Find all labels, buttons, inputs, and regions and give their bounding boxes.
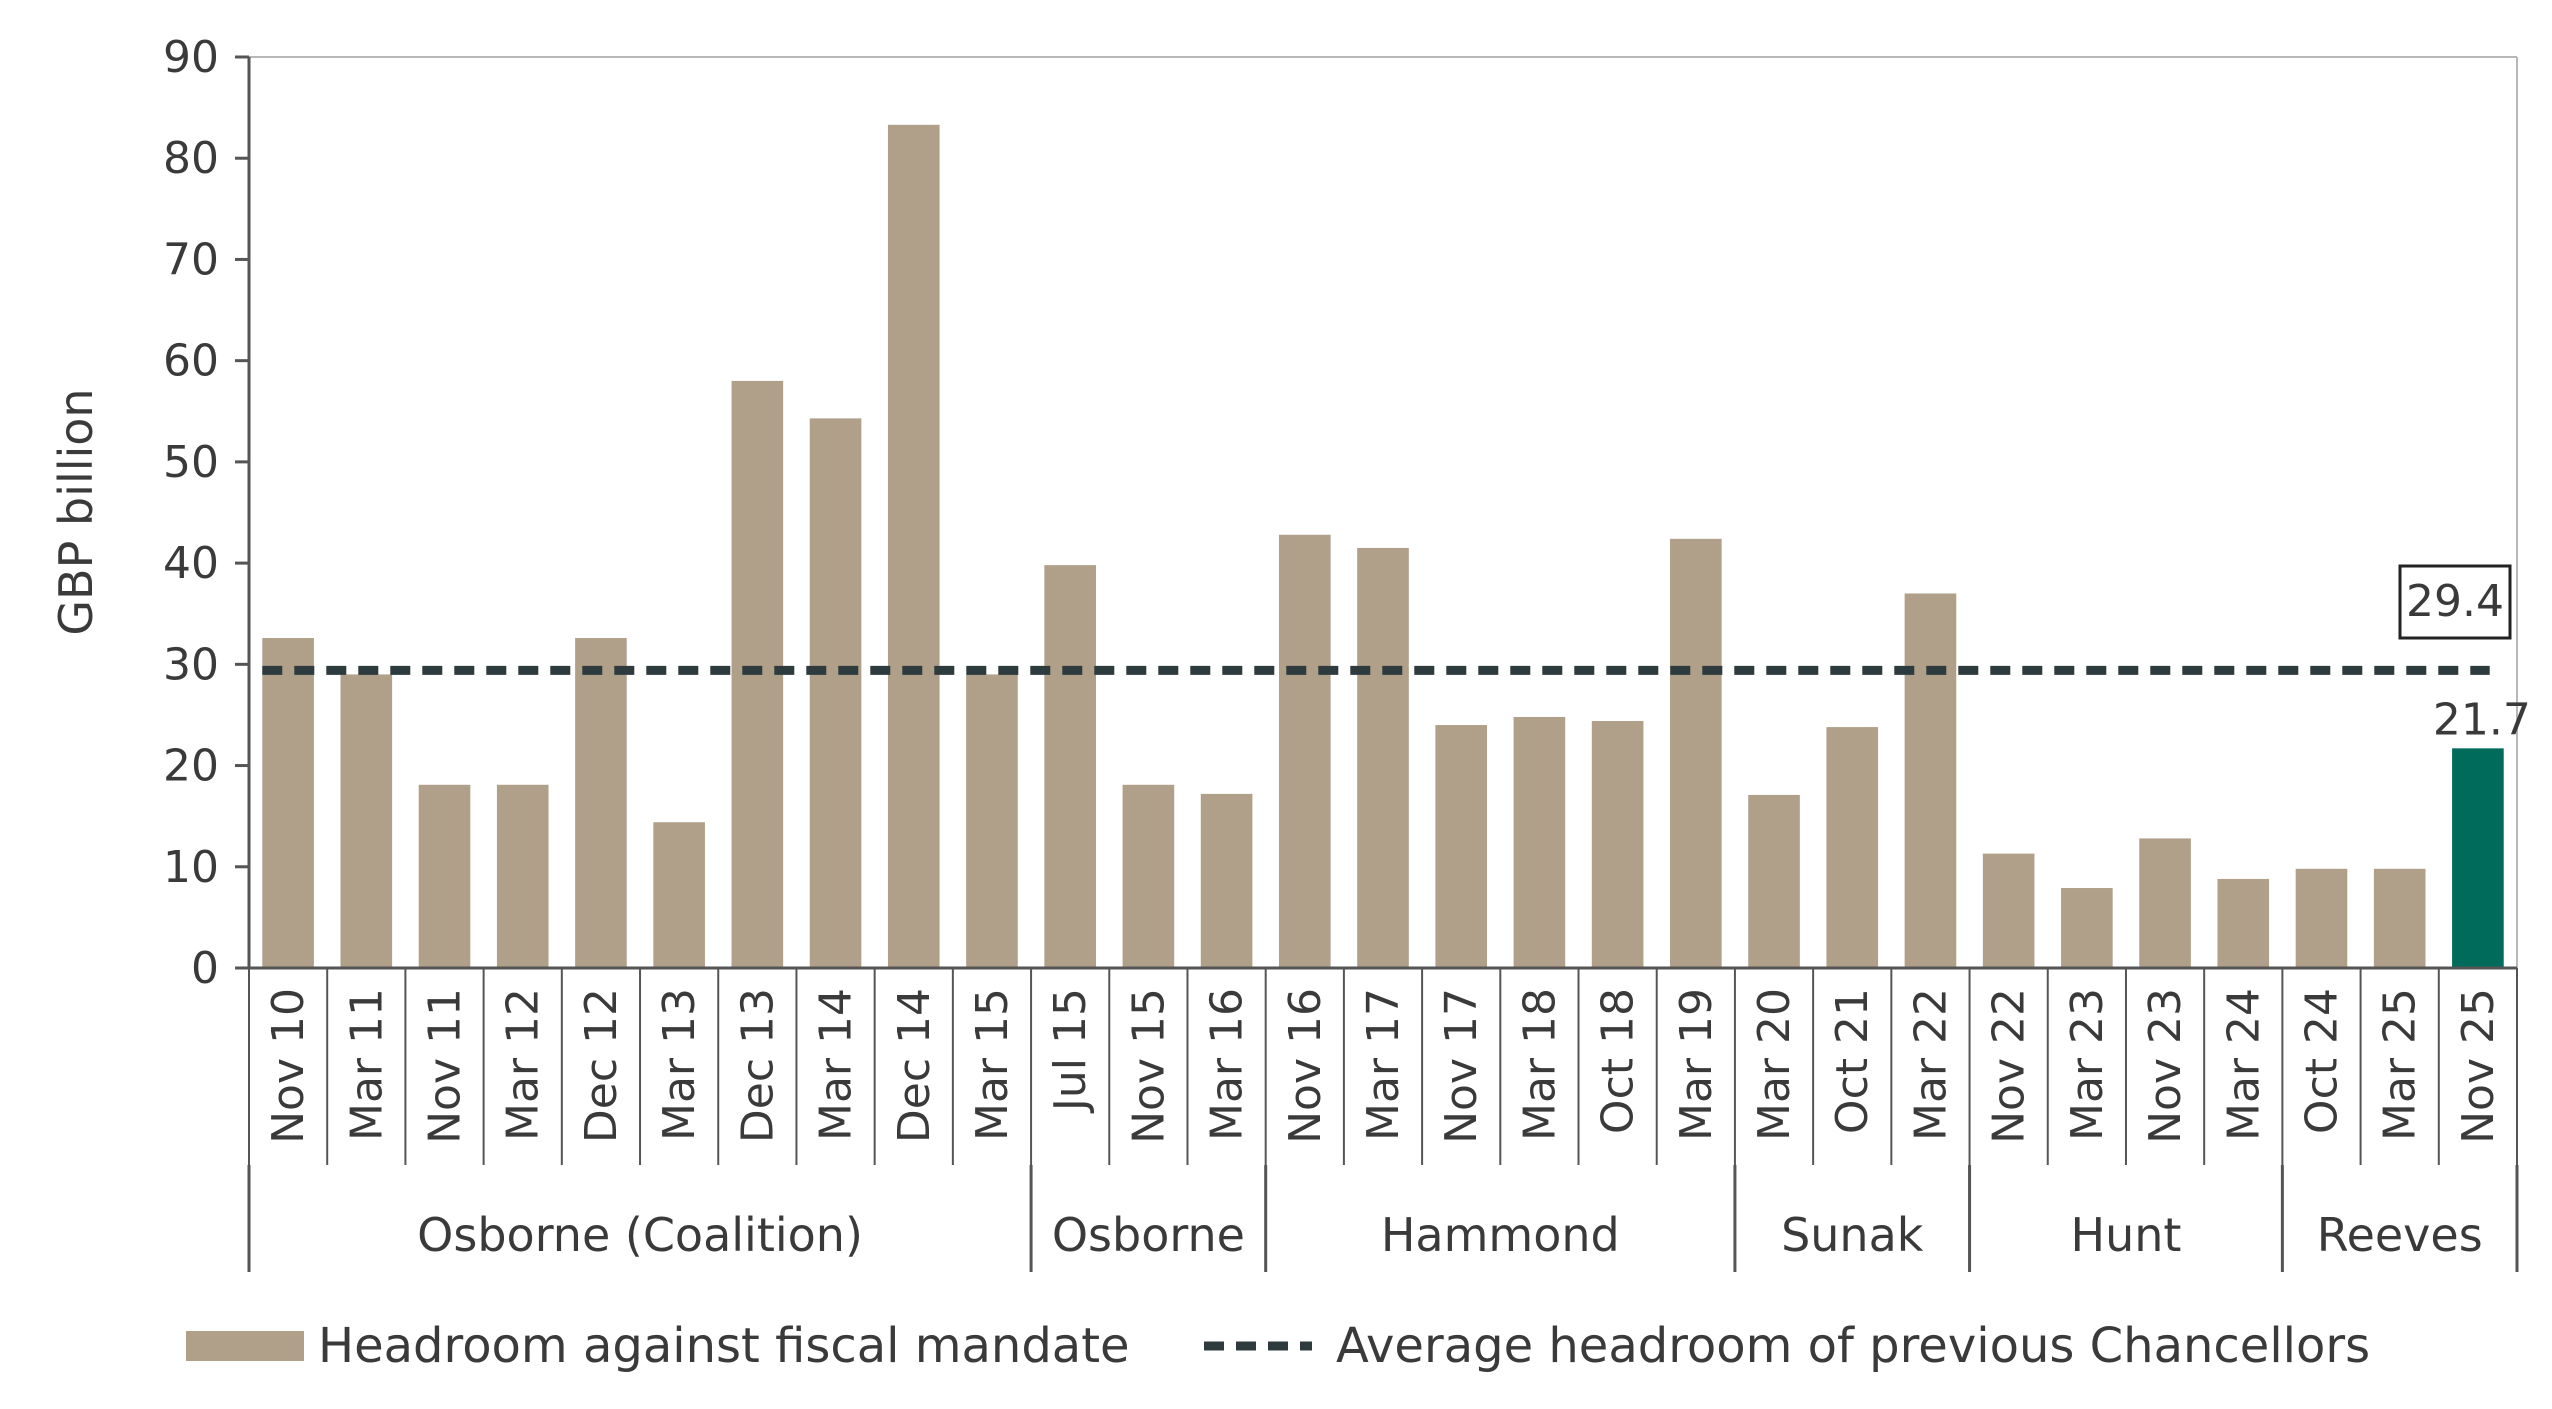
bar-dec-14 <box>887 124 940 968</box>
bar-nov-25 <box>2452 748 2504 968</box>
group-label-sunak: Sunak <box>1781 1208 1924 1262</box>
y-tick-label: 10 <box>163 842 219 893</box>
bar-mar-19 <box>1670 538 1722 968</box>
group-label-hammond: Hammond <box>1381 1208 1620 1262</box>
x-tick-label: Dec 12 <box>576 988 627 1143</box>
y-axis-title: GBP billion <box>49 388 103 635</box>
bar-mar-18 <box>1513 716 1566 968</box>
bar-mar-24 <box>2217 878 2270 968</box>
legend-swatch-headroom <box>186 1331 304 1361</box>
bar-mar-20 <box>1748 794 1800 968</box>
legend: Headroom against fiscal mandate Average … <box>186 1318 2370 1374</box>
bar-mar-16 <box>1200 793 1253 968</box>
bar-mar-14 <box>809 418 862 968</box>
y-tick-label: 80 <box>163 133 219 184</box>
group-label-reeves: Reeves <box>2317 1208 2483 1262</box>
bars-series: 21.7 <box>262 124 2531 968</box>
x-tick-label: Mar 16 <box>1202 988 1253 1141</box>
group-label-hunt: Hunt <box>2070 1208 2181 1262</box>
y-tick-label: 40 <box>163 538 219 589</box>
x-tick-label: Mar 24 <box>2218 988 2269 1141</box>
bar-mar-17 <box>1357 547 1409 968</box>
x-tick-label: Mar 18 <box>1514 988 1565 1141</box>
group-label-osborne-coalition: Osborne (Coalition) <box>417 1208 863 1262</box>
bar-dec-12 <box>575 638 627 968</box>
x-tick-label: Nov 17 <box>1436 988 1487 1144</box>
bar-mar-25 <box>2373 868 2426 968</box>
x-tick-label: Mar 22 <box>1905 988 1956 1141</box>
x-tick-label: Mar 20 <box>1749 988 1800 1141</box>
bar-oct-18 <box>1591 721 1644 968</box>
legend-label-average: Average headroom of previous Chancellors <box>1336 1318 2370 1374</box>
legend-label-headroom: Headroom against fiscal mandate <box>318 1318 1130 1374</box>
average-value-label: 29.4 <box>2406 576 2504 627</box>
bar-nov-23 <box>2139 838 2191 968</box>
x-tick-label: Dec 13 <box>732 988 783 1143</box>
bar-mar-13 <box>653 822 705 968</box>
bar-oct-24 <box>2295 868 2348 968</box>
x-tick-label: Mar 25 <box>2375 988 2426 1141</box>
bar-mar-23 <box>2061 888 2113 968</box>
bar-jul-15 <box>1044 565 1096 968</box>
bar-nov-15 <box>1122 784 1175 968</box>
y-tick-label: 0 <box>191 943 219 994</box>
x-tick-label: Nov 10 <box>263 988 314 1144</box>
y-tick-label: 60 <box>163 336 219 387</box>
bar-oct-21 <box>1826 727 1879 968</box>
x-tick-label: Mar 14 <box>811 988 862 1141</box>
x-tick-label: Mar 13 <box>654 988 705 1141</box>
x-tick-label: Oct 24 <box>2296 988 2347 1134</box>
y-tick-label: 50 <box>163 437 219 488</box>
last-bar-value-label: 21.7 <box>2433 694 2531 745</box>
bar-nov-16 <box>1278 534 1331 968</box>
average-label-box <box>2398 564 2512 640</box>
bar-nov-22 <box>1982 853 2035 968</box>
y-tick-label: 30 <box>163 639 219 690</box>
y-axis: 0 10 20 30 40 50 60 70 80 90 <box>163 32 251 994</box>
group-label-osborne: Osborne <box>1052 1208 1245 1262</box>
chancellor-groups: Osborne (Coalition) Osborne Hammond Sunak Hu… <box>247 1165 2519 1272</box>
bar-nov-17 <box>1435 725 1488 968</box>
bar-mar-15 <box>966 674 1018 968</box>
bar-nov-11 <box>418 784 471 968</box>
bar-mar-11 <box>340 674 393 968</box>
bar-nov-10 <box>262 638 314 968</box>
x-tick-label: Nov 11 <box>420 988 471 1144</box>
x-tick-label: Nov 25 <box>2453 988 2504 1144</box>
bar-mar-12 <box>496 784 549 968</box>
x-axis: Nov 10 Mar 11 Nov 11 Mar 12 Dec 12 Mar 13 Dec … <box>248 966 2518 1165</box>
x-tick-label: Mar 11 <box>341 988 392 1141</box>
x-tick-label: Nov 16 <box>1280 988 1331 1144</box>
x-tick-label: Mar 17 <box>1358 988 1409 1141</box>
y-tick-label: 90 <box>163 32 219 83</box>
x-tick-label: Nov 23 <box>2140 988 2191 1144</box>
x-tick-label: Mar 15 <box>967 988 1018 1141</box>
x-tick-label: Oct 18 <box>1593 988 1644 1134</box>
x-tick-label: Nov 15 <box>1123 988 1174 1144</box>
x-tick-label: Dec 14 <box>889 988 940 1143</box>
x-tick-label: Nov 22 <box>1984 988 2035 1144</box>
y-tick-label: 70 <box>163 234 219 285</box>
x-tick-label: Mar 19 <box>1671 988 1722 1141</box>
average-line-group: 29.4 <box>262 564 2512 675</box>
bar-mar-22 <box>1904 593 1957 968</box>
x-tick-label: Mar 12 <box>498 988 549 1141</box>
x-tick-label: Oct 21 <box>1827 988 1878 1134</box>
x-tick-label: Jul 15 <box>1045 988 1096 1114</box>
y-tick-label: 20 <box>163 741 219 792</box>
plot-frame <box>249 56 2518 968</box>
x-tick-label: Mar 23 <box>2062 988 2113 1141</box>
